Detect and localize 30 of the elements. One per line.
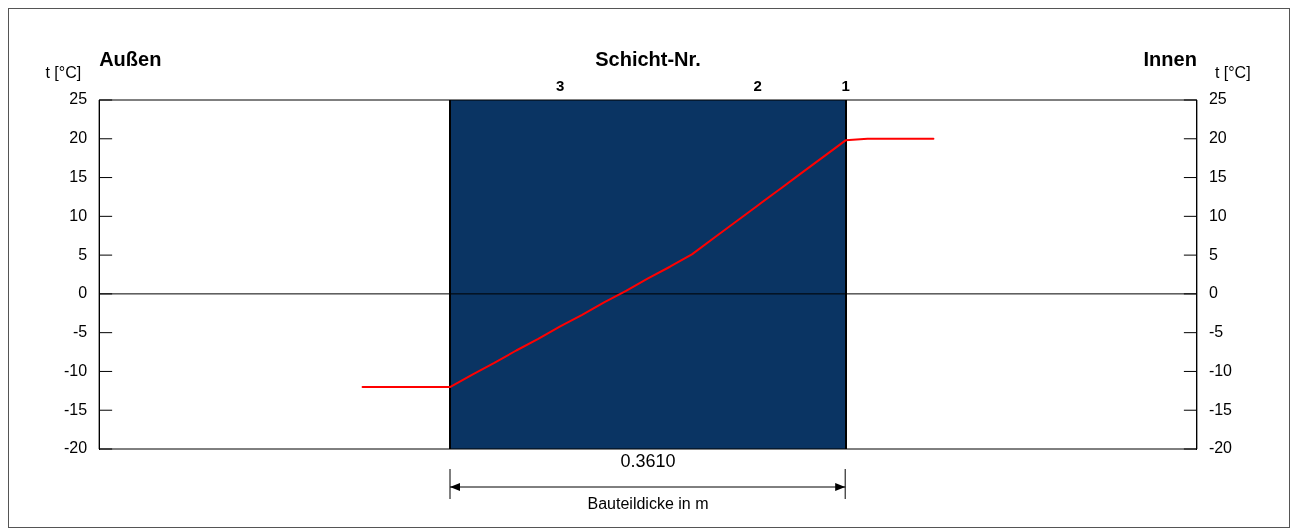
text: Außen [99, 47, 162, 70]
y-tick-label: 20 [69, 129, 88, 147]
y2-tick-label: -20 [1208, 439, 1233, 457]
y2-tick-label: -15 [1208, 400, 1233, 418]
y-axis-title: t [°C] [45, 64, 82, 82]
x-tick-label: 3 [556, 77, 565, 95]
y2-tick-label: 0 [1208, 284, 1218, 302]
y2-tick-label: 15 [1208, 167, 1227, 185]
y2-tick-label: 10 [1208, 206, 1227, 224]
y-tick-label: 10 [69, 206, 88, 224]
y-tick-label: -15 [64, 400, 88, 418]
y-tick-label: -5 [72, 323, 88, 341]
y2-tick-label: -10 [1208, 361, 1233, 379]
y-tick-label: -10 [64, 361, 88, 379]
y2-axis-title: t [°C] [1214, 64, 1251, 82]
text: Innen [1143, 47, 1197, 70]
x-axis-title: Bauteildicke in m [587, 495, 709, 513]
y-tick-label: 25 [69, 90, 88, 108]
y-tick-label: -20 [64, 439, 88, 457]
y-tick-label: 5 [78, 245, 88, 263]
y-tick-label: 15 [69, 167, 88, 185]
x-tick-label: 2 [753, 77, 762, 95]
y2-tick-label: 20 [1208, 129, 1227, 147]
x-tick-label: 1 [841, 77, 850, 95]
y-tick-label: 0 [78, 284, 88, 302]
y2-tick-label: 25 [1208, 90, 1227, 108]
text: Schicht-Nr. [595, 47, 701, 70]
y2-tick-label: 5 [1208, 245, 1218, 263]
text: 0.3610 [620, 451, 676, 472]
y2-tick-label: -5 [1208, 323, 1224, 341]
